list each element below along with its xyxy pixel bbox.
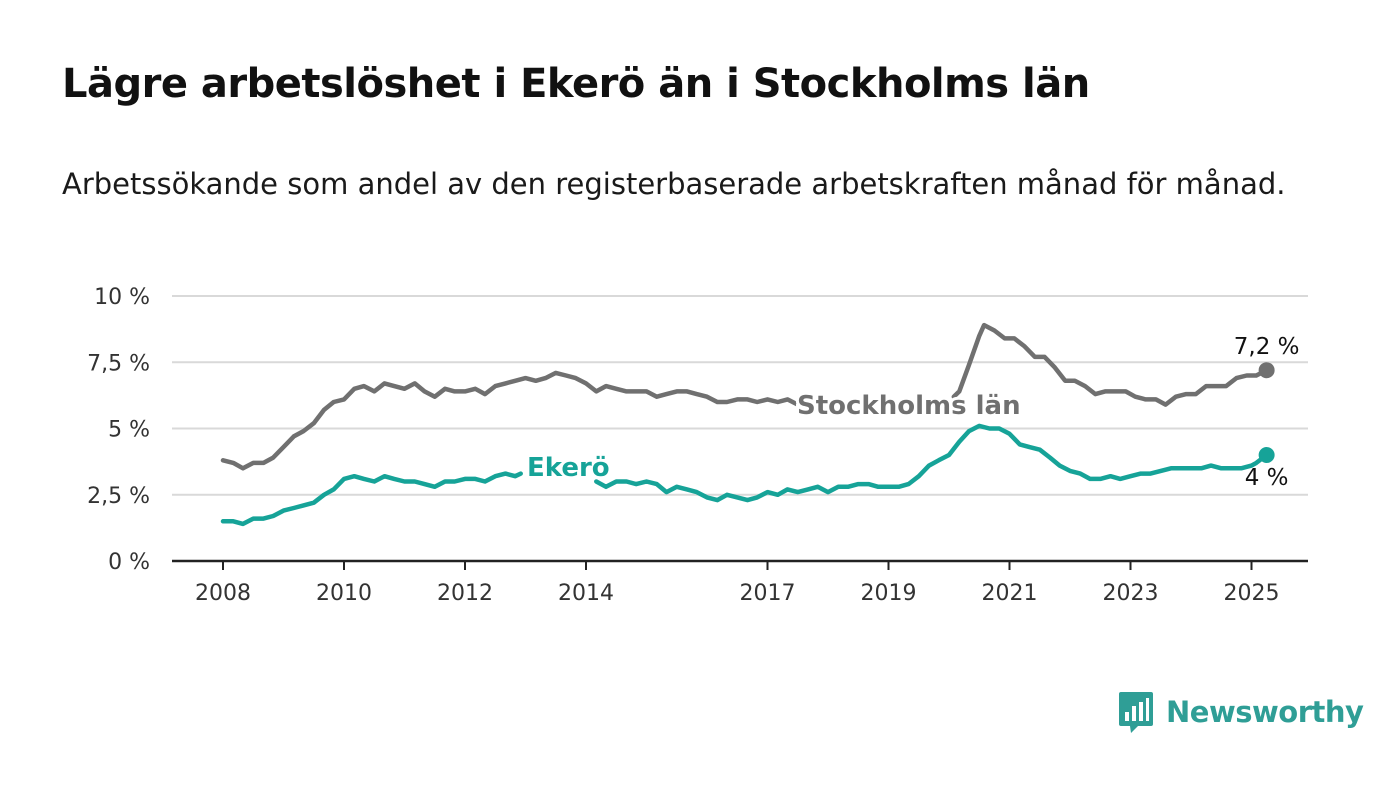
bar-chart-speech-bubble-icon [1119,692,1153,733]
brand-name: Newsworthy [1166,695,1364,729]
series-line-stockholm [951,322,1269,407]
series-line-stockholm [220,370,805,471]
x-tick-label: 2025 [1224,581,1280,606]
end-value-label-stockholm: 7,2 % [1234,334,1300,360]
x-tick-label: 2021 [982,581,1038,606]
x-tick-label: 2012 [437,581,493,606]
series-line-ekero [220,471,523,527]
x-tick-label: 2017 [740,581,796,606]
y-tick-label: 2,5 % [87,484,150,509]
end-point-ekero [1258,447,1275,463]
x-tick-label: 2019 [861,581,917,606]
chart-title: Lägre arbetslöshet i Ekerö än i Stockhol… [62,61,1090,107]
x-tick-label: 2014 [558,581,614,606]
x-tick-label: 2023 [1103,581,1159,606]
series-label-ekero: Ekerö [527,453,610,483]
x-tick-label: 2008 [195,581,251,606]
brand-logo: Newsworthy [1118,690,1364,734]
y-tick-label: 0 % [108,550,150,575]
y-tick-label: 7,5 % [87,351,150,376]
y-tick-label: 5 % [108,418,150,443]
x-tick-label: 2010 [316,581,372,606]
y-tick-label: 10 % [94,285,150,310]
end-value-label-ekero: 4 % [1245,465,1289,491]
end-point-stockholm [1258,362,1275,379]
series-line-ekero [594,423,1269,503]
series-label-stockholm: Stockholms län [797,391,1021,421]
chart-subtitle: Arbetssökande som andel av den registerb… [62,167,1286,201]
